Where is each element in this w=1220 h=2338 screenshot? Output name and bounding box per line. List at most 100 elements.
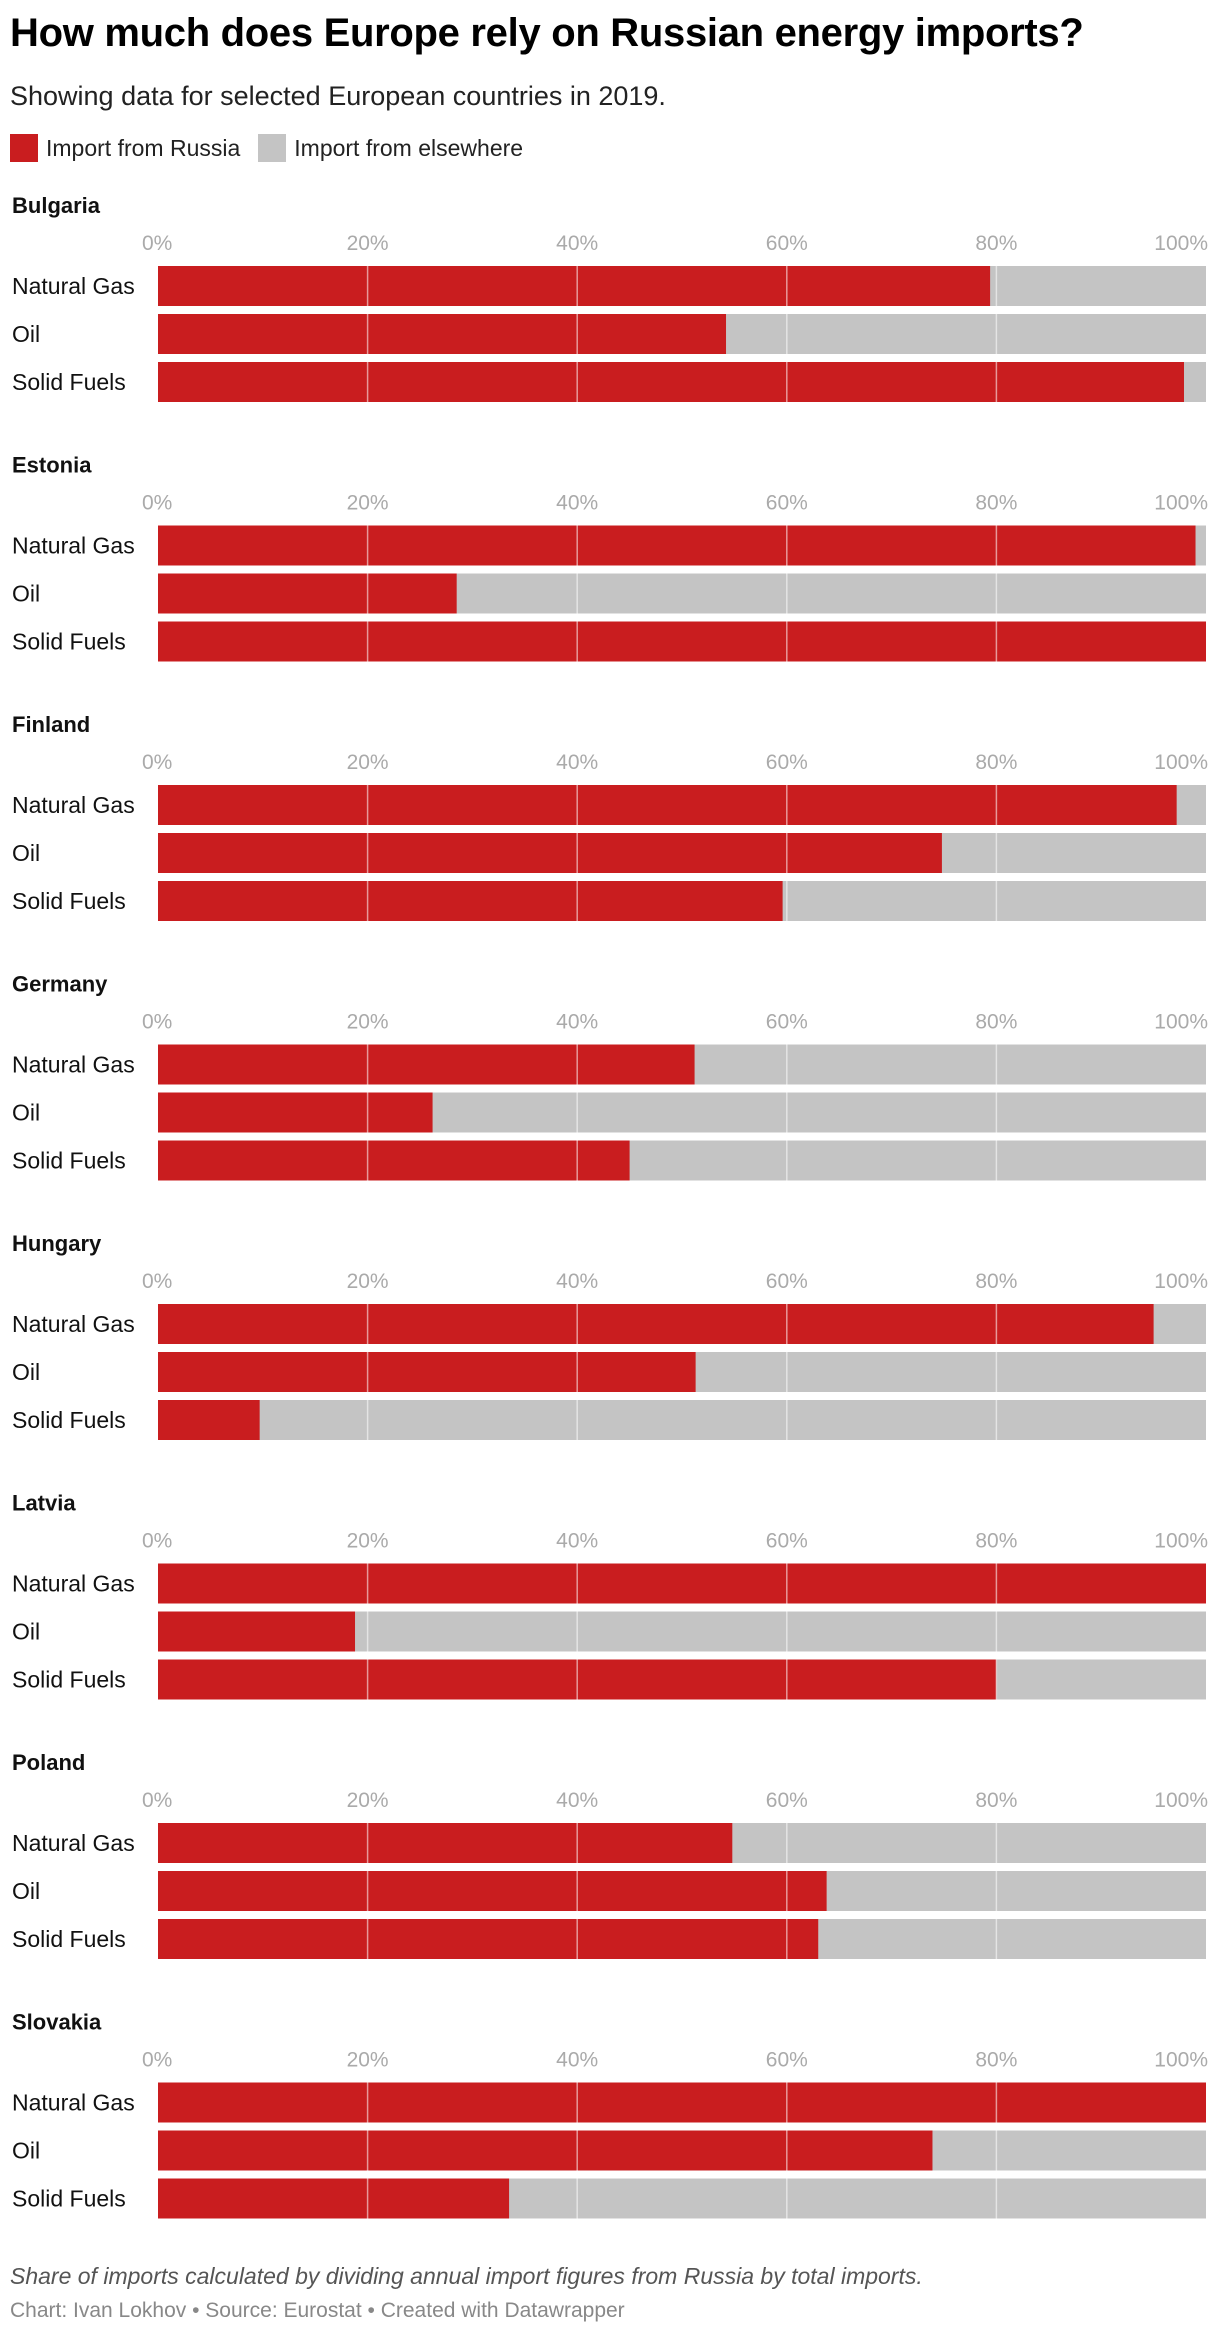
tick-label: 40% [556,2049,598,2072]
country-label: Germany [12,972,108,997]
category-label: Natural Gas [12,2090,135,2116]
panel-estonia: Estonia 0% 20% 40% 60% 80% 100% Natural Gas Oil S… [12,453,1208,662]
bar-russia [158,2178,510,2219]
bar-russia [158,573,457,614]
category-label: Solid Fuels [12,888,126,914]
tick-label: 80% [975,2049,1017,2072]
tick-label: 20% [347,232,389,255]
legend-item-russia: Import from Russia [10,134,240,162]
category-label: Oil [12,840,40,866]
legend-swatch-russia [10,134,38,162]
category-label: Oil [12,581,40,607]
category-label: Natural Gas [12,792,135,818]
tick-label: 40% [556,232,598,255]
chart-subtitle: Showing data for selected European count… [10,81,666,111]
category-label: Solid Fuels [12,1667,126,1693]
tick-label: 0% [142,1530,172,1553]
tick-label: 100% [1154,1530,1208,1553]
bar-russia [158,525,1196,566]
chart-title: How much does Europe rely on Russian ene… [10,11,1084,55]
footnote: Share of imports calculated by dividing … [10,2263,923,2289]
tick-label: 60% [766,1530,808,1553]
bar-russia [158,314,727,354]
panel-hungary: Hungary 0% 20% 40% 60% 80% 100% Natural Gas Oil S… [12,1231,1208,1440]
tick-label: 0% [142,2049,172,2072]
tick-label: 20% [347,492,389,515]
tick-label: 100% [1154,2049,1208,2072]
category-label: Natural Gas [12,533,135,559]
tick-label: 0% [142,751,172,774]
legend-label-russia: Import from Russia [46,134,241,161]
bar-russia [158,2130,933,2171]
tick-label: 100% [1154,492,1208,515]
category-label: Oil [12,1878,40,1904]
bar-russia [158,1611,356,1652]
stacked-bar-chart: Bulgaria 0% 20% 40% 60% 80% 100% Natural Gas Oil… [12,193,1208,2219]
tick-label: 20% [347,1270,389,1293]
bar-russia [158,785,1177,825]
tick-label: 80% [975,232,1017,255]
tick-label: 60% [766,1011,808,1034]
category-label: Solid Fuels [12,2186,126,2212]
tick-label: 40% [556,1530,598,1553]
tick-label: 100% [1154,1270,1208,1293]
tick-label: 0% [142,232,172,255]
panel-germany: Germany 0% 20% 40% 60% 80% 100% Natural Gas Oil S… [12,972,1208,1181]
bar-russia [158,362,1184,402]
tick-label: 100% [1154,1789,1208,1812]
bar-russia [158,1092,433,1133]
bar-russia [158,833,942,873]
tick-label: 60% [766,751,808,774]
bar-russia [158,1352,696,1392]
bar-russia [158,1140,630,1181]
legend-label-elsewhere: Import from elsewhere [294,134,524,161]
bar-russia [158,1304,1154,1344]
country-label: Poland [12,1750,85,1775]
tick-label: 40% [556,492,598,515]
tick-label: 100% [1154,1011,1208,1034]
panel-finland: Finland 0% 20% 40% 60% 80% 100% Natural Gas Oil S… [12,712,1208,921]
tick-label: 20% [347,751,389,774]
bar-russia [158,1044,695,1085]
country-label: Finland [12,712,90,737]
tick-label: 0% [142,1270,172,1293]
bar-russia [158,1871,827,1911]
country-label: Estonia [12,453,92,478]
category-label: Natural Gas [12,1830,135,1856]
category-label: Solid Fuels [12,1407,126,1433]
category-label: Solid Fuels [12,1926,126,1952]
tick-label: 80% [975,1530,1017,1553]
category-label: Natural Gas [12,273,135,299]
category-label: Oil [12,1100,40,1126]
category-label: Natural Gas [12,1052,135,1078]
panel-bulgaria: Bulgaria 0% 20% 40% 60% 80% 100% Natural Gas Oil… [12,193,1208,402]
bar-russia [158,2082,1206,2123]
credits: Chart: Ivan Lokhov • Source: Eurostat • … [10,2299,625,2322]
category-label: Oil [12,321,40,347]
bar-elsewhere [158,1400,1206,1440]
tick-label: 20% [347,1530,389,1553]
legend-item-elsewhere: Import from elsewhere [258,134,523,162]
tick-label: 60% [766,1789,808,1812]
category-label: Oil [12,1359,40,1385]
tick-label: 60% [766,1270,808,1293]
tick-label: 40% [556,1011,598,1034]
tick-label: 100% [1154,751,1208,774]
tick-label: 0% [142,1011,172,1034]
bar-russia [158,1823,733,1863]
panel-latvia: Latvia 0% 20% 40% 60% 80% 100% Natural Gas Oil So… [12,1491,1208,1700]
tick-label: 80% [975,1011,1017,1034]
category-label: Oil [12,2138,40,2164]
panel-poland: Poland 0% 20% 40% 60% 80% 100% Natural Gas Oil So… [12,1750,1208,1959]
tick-label: 60% [766,2049,808,2072]
tick-label: 40% [556,751,598,774]
panel-slovakia: Slovakia 0% 20% 40% 60% 80% 100% Natural Gas Oil… [12,2010,1208,2219]
category-label: Solid Fuels [12,629,126,655]
tick-label: 80% [975,1789,1017,1812]
bar-russia [158,1919,819,1959]
country-label: Latvia [12,1491,76,1516]
tick-label: 0% [142,1789,172,1812]
country-label: Hungary [12,1231,102,1256]
category-label: Natural Gas [12,1571,135,1597]
category-label: Solid Fuels [12,369,126,395]
